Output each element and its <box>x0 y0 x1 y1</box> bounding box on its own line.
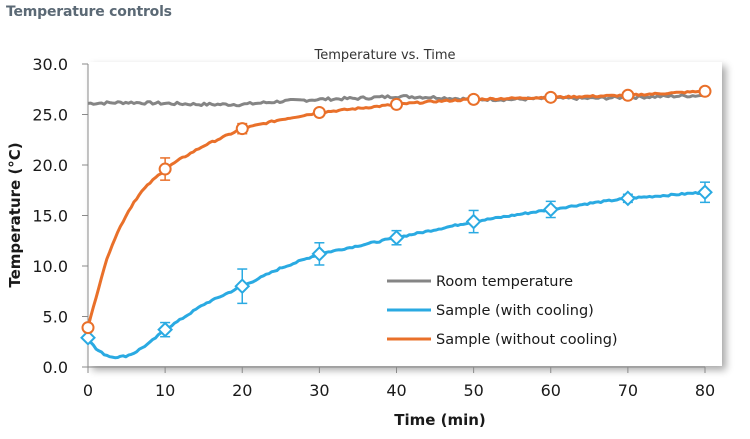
x-tick-label: 30 <box>309 381 329 400</box>
plot-panel <box>88 62 722 366</box>
data-point-circle <box>158 162 172 176</box>
x-tick-label: 20 <box>232 381 252 400</box>
y-tick-label: 15.0 <box>32 207 68 226</box>
x-tick-label: 40 <box>386 381 406 400</box>
y-tick-label: 10.0 <box>32 257 68 276</box>
x-tick-label: 80 <box>695 381 715 400</box>
legend-label-without-cooling: Sample (without cooling) <box>436 332 618 348</box>
x-tick-label: 10 <box>155 381 175 400</box>
page-title: Temperature controls <box>6 4 172 20</box>
data-point-circle <box>390 97 403 111</box>
data-point-diamond <box>697 184 713 201</box>
y-tick-label: 5.0 <box>43 308 68 327</box>
data-point-diamond <box>80 329 96 346</box>
data-point-circle <box>235 122 249 136</box>
series-with-cooling <box>80 181 713 360</box>
data-point-circle <box>544 90 558 104</box>
x-tick-label: 50 <box>463 381 483 400</box>
y-tick-label: 0.0 <box>43 358 68 377</box>
axes: 0.0 5.0 10.0 15.0 20.0 25.0 30.0 0 10 20 30 40 50 60 7… <box>32 55 715 400</box>
legend-label-with-cooling: Sample (with cooling) <box>436 303 594 319</box>
data-point-diamond <box>542 201 559 218</box>
data-point-diamond <box>311 245 328 262</box>
data-point-diamond <box>157 321 174 338</box>
data-point-circle <box>698 84 712 98</box>
x-tick-label: 70 <box>618 381 638 400</box>
y-tick-label: 25.0 <box>32 106 68 125</box>
data-point-diamond <box>388 229 405 246</box>
data-point-diamond <box>234 278 251 295</box>
series-without-cooling <box>81 84 712 335</box>
x-axis-title: Time (min) <box>394 411 486 429</box>
y-tick-label: 20.0 <box>32 156 68 175</box>
x-tick-label: 60 <box>541 381 561 400</box>
data-point-diamond <box>619 190 636 207</box>
legend: Room temperature Sample (with cooling) S… <box>387 274 618 348</box>
data-point-circle <box>467 92 481 106</box>
data-point-circle <box>621 88 635 102</box>
legend-label-room: Room temperature <box>436 274 573 290</box>
chart-title: Temperature vs. Time <box>313 48 455 63</box>
data-point-circle <box>81 321 95 335</box>
x-tick-label: 0 <box>83 381 93 400</box>
data-point-circle <box>312 105 326 119</box>
y-axis-title: Temperature (°C) <box>6 142 24 287</box>
y-tick-label: 30.0 <box>32 55 68 74</box>
data-point-diamond <box>465 213 482 230</box>
series-layer <box>80 84 713 360</box>
